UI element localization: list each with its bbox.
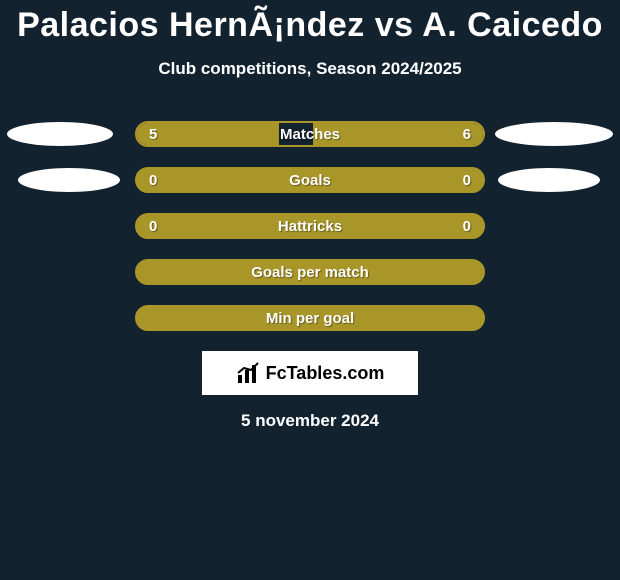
stat-value-right: 6 [463, 123, 471, 145]
right-ellipse [498, 168, 600, 192]
left-ellipse [7, 122, 113, 146]
stat-label: Goals [137, 169, 483, 191]
left-ellipse [18, 168, 120, 192]
logo-text: FcTables.com [266, 363, 385, 384]
bar-chart-icon [236, 361, 260, 385]
stat-bar: 0 0Goals [135, 167, 485, 193]
stat-value-left: 0 [149, 215, 157, 237]
date-text: 5 november 2024 [0, 411, 620, 431]
infographic-container: Palacios HernÃ¡ndez vs A. Caicedo Club c… [0, 0, 620, 580]
stat-label: Hattricks [137, 215, 483, 237]
right-ellipse [495, 122, 613, 146]
stat-row: 0 0Goals [0, 167, 620, 193]
stat-row: Min per goal [0, 305, 620, 331]
stat-bar: 56Matches [135, 121, 485, 147]
stat-value-left: 5 [149, 123, 157, 145]
stat-value-left: 0 [149, 169, 157, 191]
stat-row: 0 0Hattricks [0, 213, 620, 239]
stat-row: Goals per match [0, 259, 620, 285]
stat-label: Goals per match [137, 261, 483, 283]
stat-rows: 56Matches00Goals00HattricksGoals per mat… [0, 121, 620, 331]
stat-bar: 0 0Hattricks [135, 213, 485, 239]
bar-fill-right [313, 123, 483, 145]
bar-fill-left [137, 123, 279, 145]
page-title: Palacios HernÃ¡ndez vs A. Caicedo [0, 6, 620, 45]
stat-label: Min per goal [137, 307, 483, 329]
stat-bar: Goals per match [135, 259, 485, 285]
logo-box: FcTables.com [202, 351, 418, 395]
stat-value-right: 0 [463, 215, 471, 237]
subtitle: Club competitions, Season 2024/2025 [0, 59, 620, 79]
stat-value-right: 0 [463, 169, 471, 191]
stat-bar: Min per goal [135, 305, 485, 331]
stat-row: 56Matches [0, 121, 620, 147]
